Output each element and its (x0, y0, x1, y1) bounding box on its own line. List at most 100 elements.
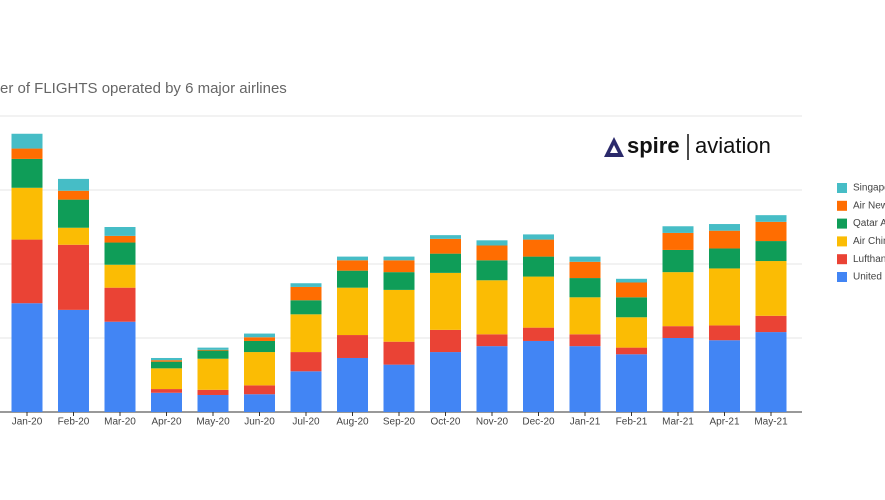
bar-segment (290, 352, 322, 372)
bar-segment (476, 240, 508, 246)
bar-segment (151, 389, 182, 393)
bar-segment (430, 272, 461, 330)
x-tick-label: Apr-20 (151, 417, 181, 428)
bar-segment (290, 286, 322, 301)
bar-segment (755, 241, 787, 262)
bar-segment (755, 315, 787, 333)
bar-segment (197, 389, 229, 395)
bar-segment (383, 341, 415, 365)
bar-segment (58, 199, 89, 228)
bar-segment (104, 321, 136, 412)
legend-swatch (837, 200, 847, 211)
bar-segment (383, 364, 415, 412)
bar-segment (337, 335, 368, 358)
bar-segment (523, 239, 554, 257)
bar-segment (709, 340, 740, 412)
bar-segment (662, 226, 694, 233)
bar-segment (430, 329, 461, 353)
x-tick-label: Sep-20 (383, 417, 416, 428)
bar-segment (290, 283, 322, 287)
bar-segment (104, 242, 136, 265)
bar-segment (523, 340, 554, 412)
bar-segment (11, 187, 43, 240)
x-tick-label: Apr-21 (709, 417, 739, 428)
bar-segment (104, 264, 136, 288)
bar-segment (662, 338, 694, 412)
x-tick-label: May-20 (196, 417, 230, 428)
bar-segment (58, 190, 89, 200)
bar-segment (430, 238, 461, 254)
legend-label: Singapo (853, 183, 885, 194)
bar-segment (244, 340, 275, 353)
bar-segment (337, 260, 368, 271)
bar-segment (709, 230, 740, 249)
bar-segment (569, 261, 601, 279)
bar-segment (523, 234, 554, 240)
logo: spire aviation (604, 133, 771, 160)
x-tick-label: Dec-20 (522, 417, 555, 428)
legend-swatch (837, 254, 847, 265)
legend-swatch (837, 236, 847, 247)
bar-segment (244, 352, 275, 386)
bar-segment (662, 232, 694, 250)
bar-segment (662, 249, 694, 273)
logo-brand: spire (627, 133, 680, 158)
bar-segment (104, 227, 136, 236)
bar-segment (337, 287, 368, 336)
legend-label: United (853, 272, 882, 283)
bar-segment (476, 346, 508, 412)
bar-segment (755, 215, 787, 222)
x-tick-label: Jul-20 (292, 417, 320, 428)
x-tick-label: Jan-21 (570, 417, 601, 428)
bar-segment (104, 235, 136, 243)
legend-label: Air Chin (853, 236, 885, 247)
bar-segment (523, 276, 554, 328)
legend-swatch (837, 272, 847, 282)
bar-segment (709, 224, 740, 231)
bar-segment (151, 368, 182, 390)
bar-segment (151, 392, 182, 412)
bar-segment (709, 325, 740, 341)
x-tick-label: Jun-20 (244, 417, 275, 428)
bar-segment (151, 357, 182, 361)
bar-segment (616, 347, 647, 355)
x-tick-label: Mar-21 (662, 417, 694, 428)
bar-segment (58, 178, 89, 191)
bar-segment (197, 358, 229, 390)
bar-segment (476, 260, 508, 281)
bar-segment (290, 371, 322, 412)
bar-segment (430, 253, 461, 273)
plot: Jan-20 Feb-20 Mar-20 Apr-20 May-20 Jun-20 Jul-… (0, 115, 885, 428)
bar-segment (197, 394, 229, 412)
bar-segment (104, 287, 136, 322)
x-tick-label: Oct-20 (430, 417, 460, 428)
bar-segment (523, 327, 554, 341)
bar-segment (755, 221, 787, 242)
bar-segment (290, 314, 322, 353)
bar-segment (383, 289, 415, 342)
x-tick-label: Jan-20 (12, 417, 43, 428)
bar-segment (616, 354, 647, 412)
bar-segment (430, 235, 461, 239)
bar-segment (58, 309, 89, 412)
bar-segment (755, 261, 787, 316)
legend-swatch (837, 218, 847, 229)
logo-product: aviation (695, 133, 771, 158)
bar-segment (58, 244, 89, 310)
bar-segment (383, 272, 415, 290)
legend-label: Qatar A (853, 218, 885, 229)
bar-segment (430, 352, 461, 412)
bar-segment (616, 317, 647, 348)
bar-segment (662, 326, 694, 338)
bar-segment (337, 256, 368, 261)
bar-segment (337, 357, 368, 412)
bar-segment (476, 245, 508, 261)
bar-segment (709, 268, 740, 326)
bar-segment (383, 260, 415, 273)
legend-label: Air New (853, 200, 885, 211)
bar-segment (244, 394, 275, 412)
bar-segment (569, 297, 601, 335)
bar-segment (197, 350, 229, 359)
bar-segment (383, 256, 415, 261)
